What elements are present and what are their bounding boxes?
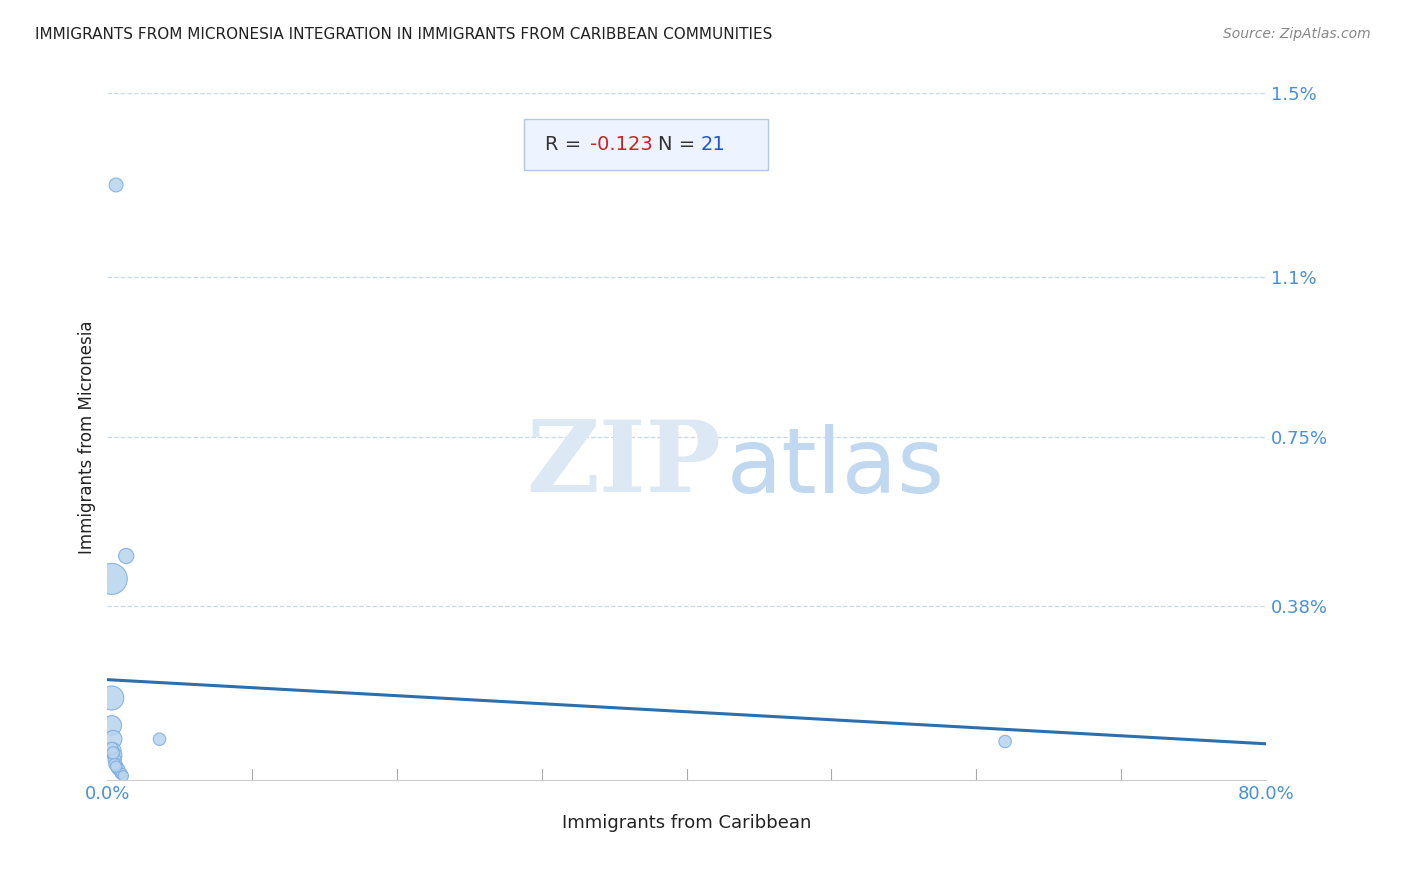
Point (100, 572, 122, 586)
Text: atlas: atlas (727, 424, 945, 512)
X-axis label: Immigrants from Caribbean: Immigrants from Caribbean (562, 814, 811, 832)
Point (111, 766, 134, 780)
Point (107, 762, 129, 776)
Point (110, 766, 132, 780)
Point (104, 757, 127, 772)
Text: 21: 21 (700, 135, 725, 154)
Point (108, 762, 131, 776)
Point (994, 734, 1017, 748)
Text: N =: N = (658, 135, 702, 154)
FancyBboxPatch shape (524, 119, 768, 170)
Point (115, 549, 138, 563)
Point (105, 178, 128, 192)
Y-axis label: Immigrants from Micronesia: Immigrants from Micronesia (79, 320, 96, 554)
Text: -0.123: -0.123 (591, 135, 654, 154)
Point (101, 746, 124, 760)
Text: R =: R = (546, 135, 588, 154)
Point (101, 744, 124, 758)
Point (148, 732, 170, 747)
Point (104, 753, 127, 767)
Point (101, 732, 124, 747)
Point (100, 690, 122, 705)
Point (100, 741, 122, 756)
Point (104, 748, 127, 763)
Point (105, 757, 128, 772)
Text: IMMIGRANTS FROM MICRONESIA INTEGRATION IN IMMIGRANTS FROM CARIBBEAN COMMUNITIES: IMMIGRANTS FROM MICRONESIA INTEGRATION I… (35, 27, 772, 42)
Point (105, 760, 128, 774)
Text: Source: ZipAtlas.com: Source: ZipAtlas.com (1223, 27, 1371, 41)
Text: ZIP: ZIP (526, 416, 721, 513)
Point (100, 718, 122, 732)
Point (112, 769, 135, 783)
